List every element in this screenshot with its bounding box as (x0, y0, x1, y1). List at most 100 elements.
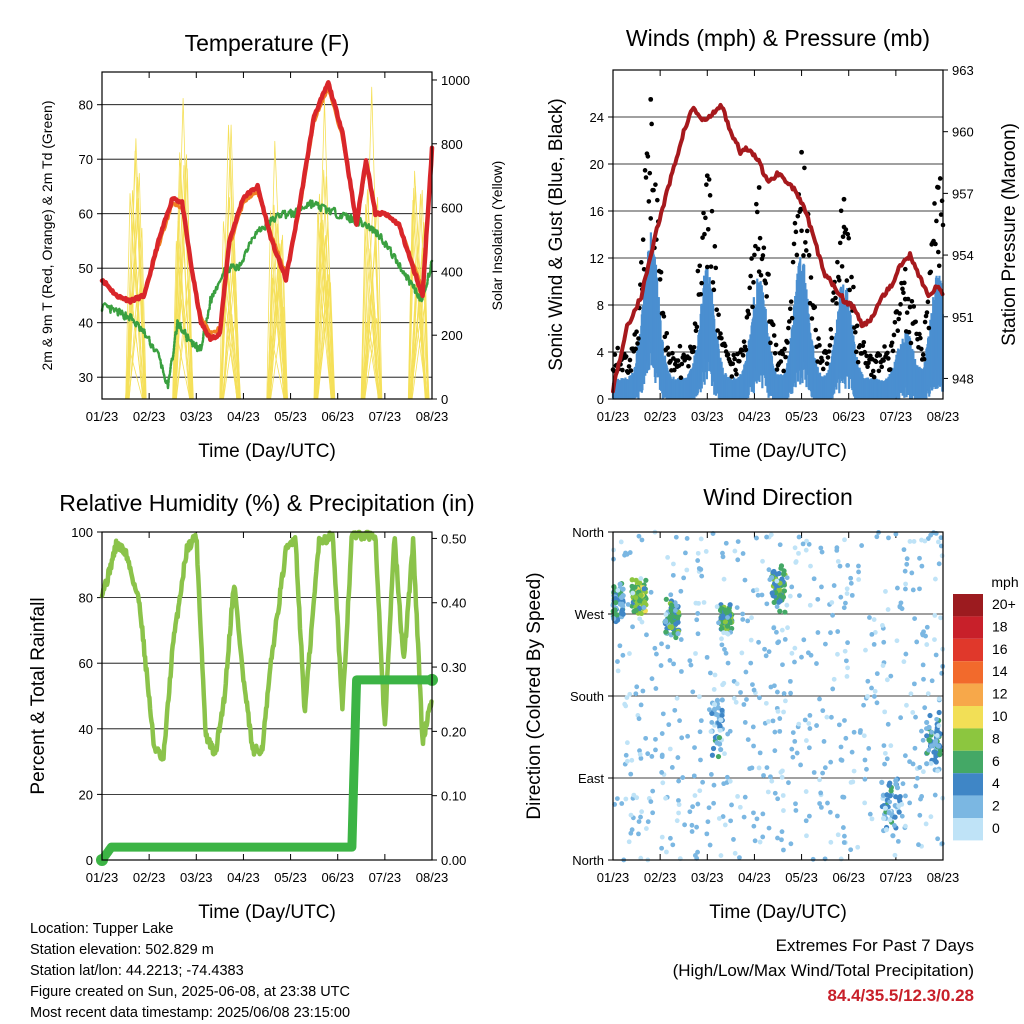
y2-tick-label: 600 (441, 201, 463, 216)
direction-point (865, 678, 871, 684)
direction-point (737, 855, 742, 861)
direction-point (802, 717, 808, 723)
gust-point (829, 335, 835, 341)
direction-point (785, 625, 790, 631)
colorbar-swatch (953, 683, 983, 706)
direction-point (766, 567, 772, 573)
direction-point (784, 602, 790, 608)
gust-point (787, 319, 792, 324)
y-tick-label: 40 (79, 722, 93, 737)
x-tick-label: 04/23 (227, 870, 260, 885)
insolation-spike (317, 282, 336, 400)
extremes-title: Extremes For Past 7 Days (775, 936, 974, 955)
direction-point (659, 845, 665, 851)
y-tick-label: 8 (597, 298, 604, 313)
direction-point (841, 833, 847, 839)
direction-point (727, 618, 733, 624)
direction-point (729, 802, 734, 808)
direction-point (708, 729, 714, 734)
direction-point (815, 630, 821, 635)
gust-point (771, 333, 777, 338)
direction-point (636, 533, 642, 539)
direction-point (659, 770, 665, 775)
direction-point (828, 839, 834, 845)
direction-point (783, 698, 788, 704)
direction-point (754, 816, 760, 822)
gust-point (740, 353, 746, 358)
direction-point (633, 607, 639, 613)
direction-point (924, 719, 930, 726)
insolation-spike (411, 222, 430, 400)
gust-point (666, 352, 671, 357)
insolation-spike (270, 234, 288, 400)
y-tick-label: 0 (597, 392, 604, 407)
direction-point (902, 753, 908, 759)
direction-point (740, 617, 746, 622)
gust-point (702, 231, 707, 237)
direction-point (772, 748, 778, 754)
gust-point (772, 350, 778, 356)
direction-point (874, 534, 880, 540)
gust-point (897, 311, 902, 316)
gust-point (917, 331, 922, 337)
direction-point (624, 758, 630, 764)
direction-point (789, 584, 795, 590)
direction-point (663, 795, 668, 801)
direction-point (645, 819, 651, 825)
direction-point (712, 672, 718, 678)
direction-point (800, 541, 806, 547)
direction-point (653, 736, 658, 742)
insolation-spike (128, 275, 147, 400)
gust-point (623, 354, 629, 359)
direction-point (693, 600, 699, 606)
direction-point (757, 695, 762, 701)
direction-point (723, 650, 729, 656)
direction-point (645, 751, 651, 757)
direction-point (820, 770, 826, 776)
gust-point (913, 319, 918, 325)
chart-title: Relative Humidity (%) & Precipitation (i… (59, 490, 474, 516)
gust-point (816, 336, 821, 341)
direction-point (936, 709, 942, 716)
direction-point (869, 685, 874, 691)
y-tick-label: North (572, 853, 604, 868)
gust-point (615, 345, 621, 351)
direction-point (624, 740, 630, 746)
direction-point (684, 536, 690, 541)
direction-point (687, 658, 693, 664)
gust-point (741, 339, 747, 344)
x-tick-label: 01/23 (597, 409, 630, 424)
direction-point (932, 792, 938, 798)
direction-point (907, 759, 912, 765)
gust-point (706, 177, 712, 182)
direction-point (673, 621, 679, 627)
gust-point (890, 348, 896, 354)
direction-point (914, 639, 920, 645)
gust-point (730, 361, 736, 366)
gust-point (675, 358, 681, 363)
gust-point (909, 298, 915, 304)
direction-point (851, 729, 857, 735)
direction-point (642, 599, 648, 605)
direction-point (677, 718, 682, 724)
direction-point (792, 645, 798, 651)
direction-point (675, 755, 681, 760)
gust-point (920, 352, 926, 357)
gust-point (902, 266, 908, 272)
direction-point (848, 847, 854, 853)
gust-point (768, 340, 773, 346)
direction-point (667, 835, 673, 841)
direction-point (751, 823, 757, 829)
gust-point (699, 280, 704, 286)
direction-point (700, 779, 706, 785)
gust-point (885, 350, 890, 356)
gust-point (933, 241, 938, 247)
direction-point (754, 587, 760, 593)
colorbar-swatch (953, 706, 983, 729)
direction-point (828, 630, 833, 636)
station-info: Location: Tupper Lake Station elevation:… (30, 919, 350, 1024)
direction-point (926, 747, 932, 753)
colorbar-level-label: 20+ (992, 596, 1016, 612)
gust-point (803, 248, 809, 253)
direction-point (774, 689, 780, 695)
